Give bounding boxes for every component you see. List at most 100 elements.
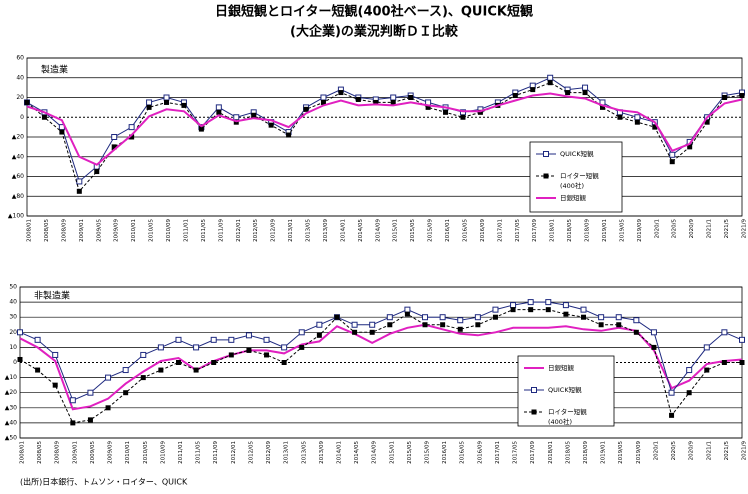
y-tick-label: ▲50 [5,435,17,442]
y-tick-label: 50 [9,284,17,291]
point [298,329,305,336]
x-tick-label: 2011/05 [196,441,202,464]
x-tick-label: 2016/01 [445,219,451,242]
x-tick-label: 2012/01 [231,441,237,464]
point [157,344,164,351]
point [580,306,587,313]
x-tick-label: 2019/05 [618,441,624,464]
point [52,351,59,358]
point [492,314,498,320]
x-tick-label: 2008/05 [44,219,50,242]
x-tick-label: 2010/09 [166,219,172,242]
point [111,134,118,140]
point [128,124,135,131]
x-tick-label: 2011/05 [201,219,207,242]
x-tick-label: 2008/09 [61,219,67,242]
y-tick-label: 60 [16,55,24,62]
point [216,109,222,115]
y-tick-label: ▲40 [12,153,24,160]
point [527,299,534,306]
point [475,322,481,328]
x-tick-label: 2014/05 [354,441,360,464]
x-tick-label: 2011/01 [183,219,189,242]
point [721,329,728,336]
point [457,326,463,332]
point [492,306,499,313]
y-tick-label: 40 [9,299,17,306]
x-tick-label: 2017/09 [530,441,536,464]
point [686,367,693,374]
x-tick-label: 2015/01 [389,441,395,464]
point [581,314,587,320]
point [87,417,93,423]
point [739,336,745,343]
y-tick-label: ▲20 [12,134,24,141]
point [651,344,657,350]
x-tick-label: 2016/01 [442,441,448,464]
point [373,99,379,105]
point [34,336,41,343]
x-tick-label: 2009/05 [96,219,102,242]
point [35,367,41,373]
point [369,321,376,328]
point [617,114,623,120]
point [686,390,692,396]
legend-note: (400社) [560,181,584,190]
point [408,95,414,100]
point [355,96,361,102]
x-tick-label: 2014/09 [375,219,381,242]
point [228,336,235,343]
point [422,322,428,328]
point [320,99,326,105]
x-tick-label: 2021/5 [724,219,730,239]
x-tick-label: 2021/1 [707,219,713,238]
x-tick-label: 2013/05 [306,219,312,242]
point [41,114,47,120]
point [547,80,553,86]
legend-label: 日銀短観 [548,363,575,372]
point [687,144,693,150]
x-tick-label: 2015/09 [428,219,434,242]
point [268,122,274,128]
x-tick-label: 2010/01 [125,441,131,464]
x-tick-label: 2009/09 [114,219,120,242]
point [615,314,622,321]
y-tick-label: ▲40 [5,419,17,426]
point [634,119,640,125]
point [193,344,200,351]
x-tick-label: 2009/09 [108,441,114,464]
point [105,405,111,411]
x-tick-label: 2020/5 [672,219,678,239]
x-tick-label: 2021/9 [742,441,748,461]
x-tick-label: 2012/01 [236,219,242,242]
point [652,124,658,130]
x-tick-label: 2021/1 [706,441,712,460]
point [404,311,410,317]
legend-label: QUICK短観 [548,385,582,394]
point [299,344,305,350]
point [52,382,58,388]
point [633,317,640,324]
point [263,336,270,343]
point [316,321,323,328]
point [351,321,358,328]
point [210,336,217,343]
x-tick-label: 2014/01 [336,441,342,464]
point [425,104,431,110]
point [320,94,327,101]
x-tick-label: 2020/9 [689,219,695,239]
source: (出所)日本銀行、トムソン・ロイター、QUICK [20,477,188,487]
x-tick-label: 2008/01 [20,441,26,464]
x-tick-label: 2019/05 [619,219,625,242]
point [140,351,147,358]
point [530,87,536,93]
x-tick-label: 2013/09 [323,219,329,242]
y-tick-label: 10 [9,344,17,351]
point [181,102,187,108]
point [722,95,728,100]
point [158,367,164,373]
x-tick-label: 2015/09 [425,441,431,464]
point [739,93,745,99]
x-tick-label: 2018/01 [550,219,556,242]
point [146,99,153,106]
